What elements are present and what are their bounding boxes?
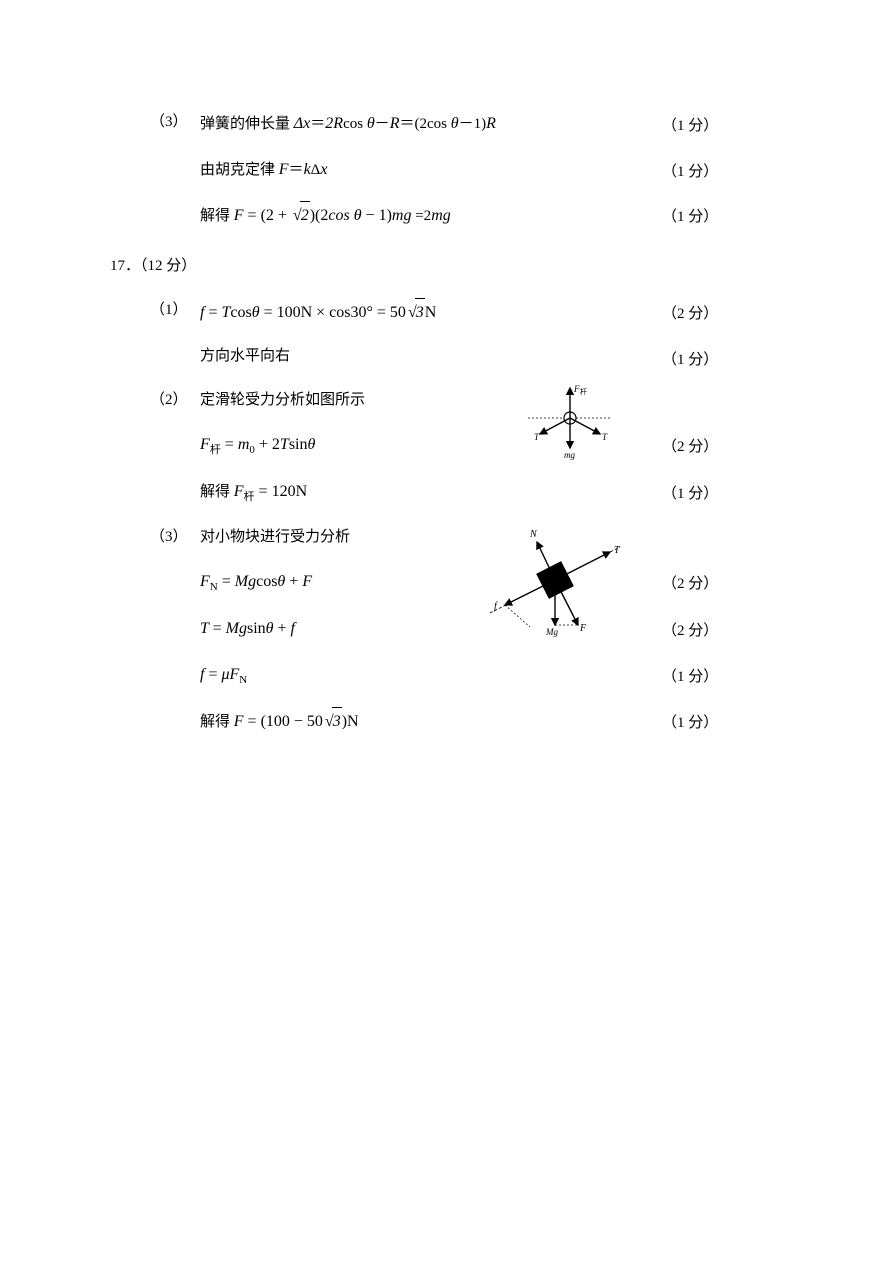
- q17-p3-l3-points: （2 分）: [662, 615, 742, 640]
- q16-p3-l2-points: （1 分）: [662, 156, 742, 181]
- q17-header-line: 17．（12 分）: [110, 254, 742, 280]
- q17-p3-l3-eq: T = Mgsinθ + f: [200, 615, 295, 642]
- svg-text:F: F: [573, 384, 580, 394]
- q16-p3-line1: （3） 弹簧的伸长量 Δx＝2Rcos θ－R＝(2cos θ－1)R （1 分…: [150, 110, 742, 138]
- svg-text:N: N: [529, 529, 538, 540]
- q17-header: 17．（12 分）: [110, 254, 196, 280]
- q17-p1-label: （1）: [150, 298, 188, 324]
- q17-p3-l5-text: 解得 F = (100 − 503)N: [200, 707, 359, 736]
- q17-p3-l1-text: 对小物块进行受力分析: [200, 525, 350, 551]
- q16-p3-line2: 由胡克定律 F＝kΔx （1 分）: [150, 156, 742, 184]
- q17-p1-l1-eq: f = Tcosθ = 100N × cos30° = 503N: [200, 298, 436, 326]
- q16-p3-l2-text: 由胡克定律 F＝kΔx: [200, 156, 327, 184]
- q17-p3-line1: （3） 对小物块进行受力分析: [150, 525, 742, 551]
- q17-p3-line2: FN = Mgcosθ + F （2 分）: [150, 568, 742, 597]
- q16-p3-label: （3）: [150, 110, 200, 136]
- q17-p1-l1-points: （2 分）: [662, 298, 742, 323]
- q17-p1-line2: 方向水平向右 （1 分）: [150, 344, 742, 370]
- q16-p3-l3-text: 解得 F = (2 + 2)(2cos θ − 1)mg =2mg: [200, 201, 451, 230]
- q16-p3-l3-points: （1 分）: [662, 201, 742, 226]
- q17-p1-line1: （1） f = Tcosθ = 100N × cos30° = 503N （2 …: [150, 298, 742, 326]
- q17-p2-l2-eq: F杆 = m0 + 2Tsinθ: [200, 431, 315, 460]
- q16-p3-l1-points: （1 分）: [662, 110, 742, 135]
- q17-p2-l3-points: （1 分）: [662, 478, 742, 503]
- q16-p3-l1-text: 弹簧的伸长量 Δx＝2Rcos θ－R＝(2cos θ－1)R: [200, 110, 496, 138]
- q17-p2-line1: （2） 定滑轮受力分析如图所示: [150, 388, 742, 414]
- q17-p2-l1-text: 定滑轮受力分析如图所示: [200, 388, 365, 414]
- svg-text:杆: 杆: [580, 387, 587, 396]
- q17-p3-label: （3）: [150, 525, 188, 551]
- q16-p3-line3: 解得 F = (2 + 2)(2cos θ − 1)mg =2mg （1 分）: [150, 201, 742, 230]
- q17-p3-l2-eq: FN = Mgcosθ + F: [200, 568, 312, 597]
- q17-p2-line2: F杆 = m0 + 2Tsinθ （2 分）: [150, 431, 742, 460]
- q17-p2-l2-points: （2 分）: [662, 431, 742, 456]
- svg-text:f: f: [494, 601, 498, 612]
- q17-p1-l2-text: 方向水平向右: [200, 344, 290, 370]
- q17-p2-line3: 解得 F杆 = 120N （1 分）: [150, 478, 742, 507]
- page-container: （3） 弹簧的伸长量 Δx＝2Rcos θ－R＝(2cos θ－1)R （1 分…: [0, 0, 892, 814]
- q17-p1-l2-points: （1 分）: [662, 344, 742, 369]
- q17-p3-l4-points: （1 分）: [662, 661, 742, 686]
- q17-p2-label: （2）: [150, 388, 188, 414]
- q17-p3-l4-eq: f = μFN: [200, 661, 247, 690]
- q17-p3-line5: 解得 F = (100 − 503)N （1 分）: [150, 707, 742, 736]
- q17-p2-l3-text: 解得 F杆 = 120N: [200, 478, 307, 507]
- svg-text:T: T: [614, 545, 621, 556]
- q17-p3-line4: f = μFN （1 分）: [150, 661, 742, 690]
- q17-p3-l5-points: （1 分）: [662, 707, 742, 732]
- q17-p3-line3: T = Mgsinθ + f （2 分）: [150, 615, 742, 642]
- q17-p3-l2-points: （2 分）: [662, 568, 742, 593]
